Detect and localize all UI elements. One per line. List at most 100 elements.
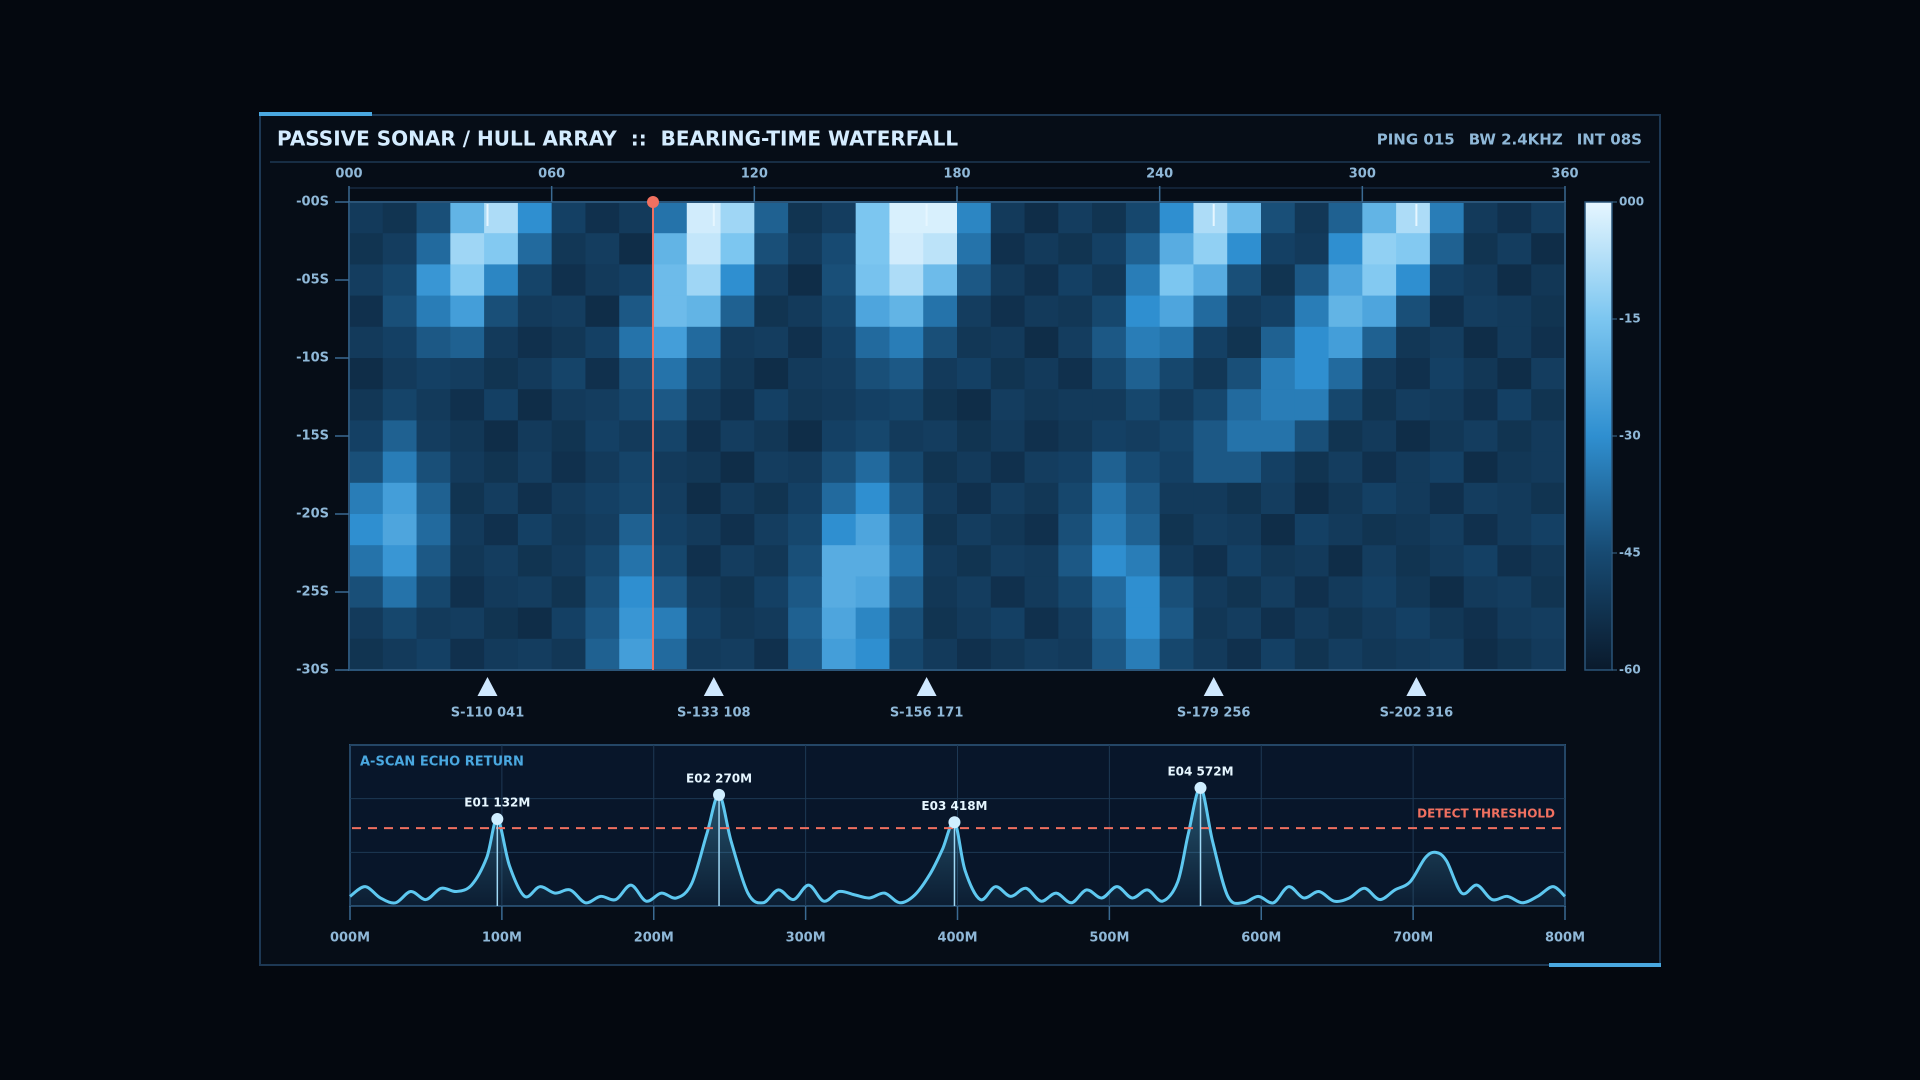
waterfall-cell <box>957 576 992 609</box>
waterfall-cell <box>416 295 451 328</box>
waterfall-cell <box>416 607 451 640</box>
waterfall-cell <box>990 389 1026 421</box>
waterfall-cell <box>1362 638 1397 671</box>
waterfall-cell <box>821 607 857 640</box>
waterfall-cell <box>1362 264 1397 297</box>
waterfall-cell <box>1159 326 1195 359</box>
waterfall-cell <box>653 264 688 297</box>
waterfall-cell <box>889 326 924 359</box>
waterfall-cell <box>1159 482 1195 515</box>
waterfall-cell <box>1193 638 1228 671</box>
waterfall-cell <box>416 545 451 577</box>
waterfall-cell <box>1125 202 1161 234</box>
waterfall-cell <box>1362 420 1397 453</box>
waterfall-cell <box>1261 514 1296 546</box>
waterfall-cell <box>551 233 587 265</box>
waterfall-cell <box>788 576 823 609</box>
waterfall-cell <box>788 545 823 577</box>
waterfall-cell <box>889 545 924 577</box>
waterfall-cell <box>517 202 553 234</box>
waterfall-cell <box>1463 420 1499 453</box>
waterfall-cell <box>1261 482 1296 515</box>
waterfall-cell <box>1396 358 1431 390</box>
peak-dot <box>948 816 961 829</box>
waterfall-cell <box>855 264 891 297</box>
waterfall-cell <box>585 420 620 453</box>
waterfall-cell <box>720 545 755 577</box>
waterfall-cell <box>957 202 992 234</box>
waterfall-cell <box>990 233 1026 265</box>
waterfall-cell <box>1159 233 1195 265</box>
waterfall-cell <box>1531 545 1566 577</box>
x-tick-label: 000 <box>335 167 362 182</box>
waterfall-cell <box>349 295 384 328</box>
waterfall-cell <box>855 326 891 359</box>
waterfall-cell <box>585 514 620 546</box>
waterfall-cell <box>686 576 722 609</box>
waterfall-cell <box>1328 482 1363 515</box>
waterfall-cell <box>788 420 823 453</box>
x-tick-label: 120 <box>741 167 768 182</box>
waterfall-cell <box>720 420 755 453</box>
x-tick-label: 360 <box>1551 167 1578 182</box>
waterfall-cell <box>1328 295 1363 328</box>
waterfall-cell <box>957 264 992 297</box>
waterfall-cell <box>1328 576 1363 609</box>
waterfall-cell <box>619 264 654 297</box>
waterfall-cell <box>754 202 789 234</box>
waterfall-cell <box>450 545 485 577</box>
waterfall-cell <box>754 451 789 484</box>
waterfall-cell <box>1125 389 1161 421</box>
waterfall-cell <box>1497 264 1532 297</box>
waterfall-cell <box>484 326 519 359</box>
waterfall-cell <box>923 358 958 390</box>
waterfall-cell <box>1497 514 1532 546</box>
waterfall-cell <box>1159 607 1195 640</box>
waterfall-cell <box>990 295 1026 328</box>
colorbar-label: -45 <box>1619 546 1641 560</box>
waterfall-cell <box>1531 482 1566 515</box>
waterfall-cell <box>1294 638 1330 671</box>
waterfall-cell <box>585 264 620 297</box>
waterfall-cell <box>517 451 553 484</box>
waterfall-cell <box>1261 545 1296 577</box>
waterfall-cell <box>653 358 688 390</box>
waterfall-cell <box>1092 326 1127 359</box>
colorbar <box>1584 201 1613 671</box>
waterfall-cell <box>855 545 891 577</box>
waterfall-cell <box>585 295 620 328</box>
waterfall-cell <box>517 295 553 328</box>
waterfall-cell <box>1227 295 1262 328</box>
waterfall-cell <box>686 326 722 359</box>
waterfall-cell <box>1429 420 1465 453</box>
waterfall-cell <box>619 607 654 640</box>
waterfall-cell <box>1463 451 1499 484</box>
waterfall-cell <box>957 358 992 390</box>
waterfall-cell <box>990 576 1026 609</box>
waterfall-cell <box>349 607 384 640</box>
waterfall-cell <box>484 607 519 640</box>
waterfall-cell <box>990 638 1026 671</box>
waterfall-cell <box>1429 358 1465 390</box>
waterfall-cell <box>821 264 857 297</box>
waterfall-cell <box>416 638 451 671</box>
waterfall-cell <box>585 202 620 234</box>
waterfall-cell <box>585 638 620 671</box>
waterfall-cell <box>619 482 654 515</box>
waterfall-cell <box>855 482 891 515</box>
waterfall-cell <box>720 607 755 640</box>
waterfall-cell <box>990 482 1026 515</box>
waterfall-cell <box>1261 451 1296 484</box>
waterfall-cell <box>585 607 620 640</box>
waterfall-cell <box>1362 389 1397 421</box>
waterfall-cell <box>585 233 620 265</box>
status-bar: INT 08S BW 2.4KHZ PING 015 <box>1377 131 1642 149</box>
waterfall-cell <box>450 482 485 515</box>
waterfall-cell <box>1058 545 1093 577</box>
waterfall-cell <box>1227 233 1262 265</box>
waterfall-cell <box>923 420 958 453</box>
waterfall-cell <box>1396 514 1431 546</box>
waterfall-cell <box>1261 607 1296 640</box>
waterfall-cell <box>1497 358 1532 390</box>
waterfall-cell <box>889 358 924 390</box>
